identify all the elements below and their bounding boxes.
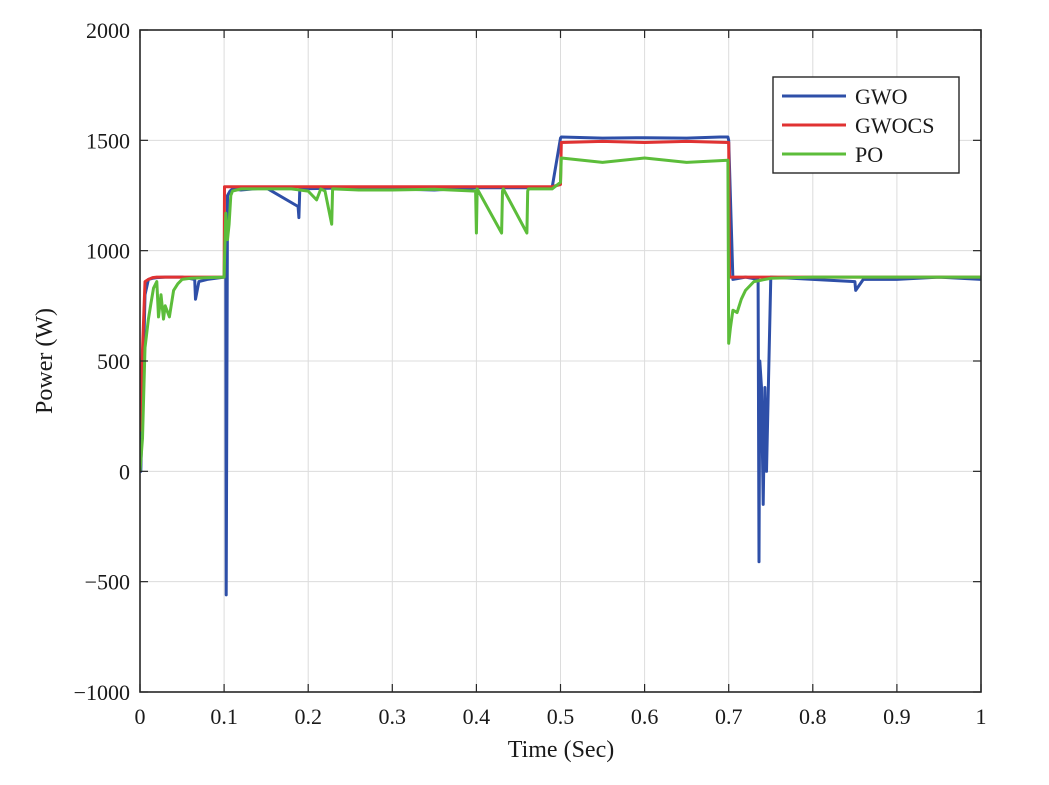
y-tick-label: 2000 xyxy=(86,18,130,43)
x-tick-labels: 0 0.1 0.2 0.3 0.4 0.5 0.6 0.7 0.8 0.9 1 xyxy=(135,704,987,729)
y-tick-label: 1000 xyxy=(86,239,130,264)
x-tick-label: 0 xyxy=(135,704,146,729)
y-tick-label: 0 xyxy=(119,459,130,484)
x-tick-label: 0.1 xyxy=(210,704,238,729)
legend-label-gwocs: GWOCS xyxy=(855,113,934,138)
legend-label-po: PO xyxy=(855,142,883,167)
x-axis-label: Time (Sec) xyxy=(508,737,614,763)
x-tick-label: 0.2 xyxy=(294,704,322,729)
y-tick-label: 500 xyxy=(97,349,130,374)
x-tick-label: 1 xyxy=(976,704,987,729)
x-tick-label: 0.9 xyxy=(883,704,911,729)
y-tick-label: −500 xyxy=(85,570,130,595)
x-tick-label: 0.7 xyxy=(715,704,743,729)
y-tick-label: −1000 xyxy=(74,680,130,705)
x-tick-label: 0.4 xyxy=(463,704,491,729)
y-axis-label: Power (W) xyxy=(32,308,58,414)
x-tick-label: 0.8 xyxy=(799,704,827,729)
series-line-po xyxy=(140,156,981,472)
series-layer xyxy=(140,135,981,597)
axis-ticks xyxy=(139,29,982,693)
legend: GWO GWOCS PO xyxy=(772,76,960,174)
x-tick-label: 0.5 xyxy=(547,704,575,729)
legend-label-gwo: GWO xyxy=(855,84,908,109)
x-tick-label: 0.3 xyxy=(379,704,407,729)
y-tick-labels: −1000 −500 0 500 1000 1500 2000 xyxy=(74,18,130,705)
x-tick-label: 0.6 xyxy=(631,704,659,729)
y-tick-label: 1500 xyxy=(86,128,130,153)
